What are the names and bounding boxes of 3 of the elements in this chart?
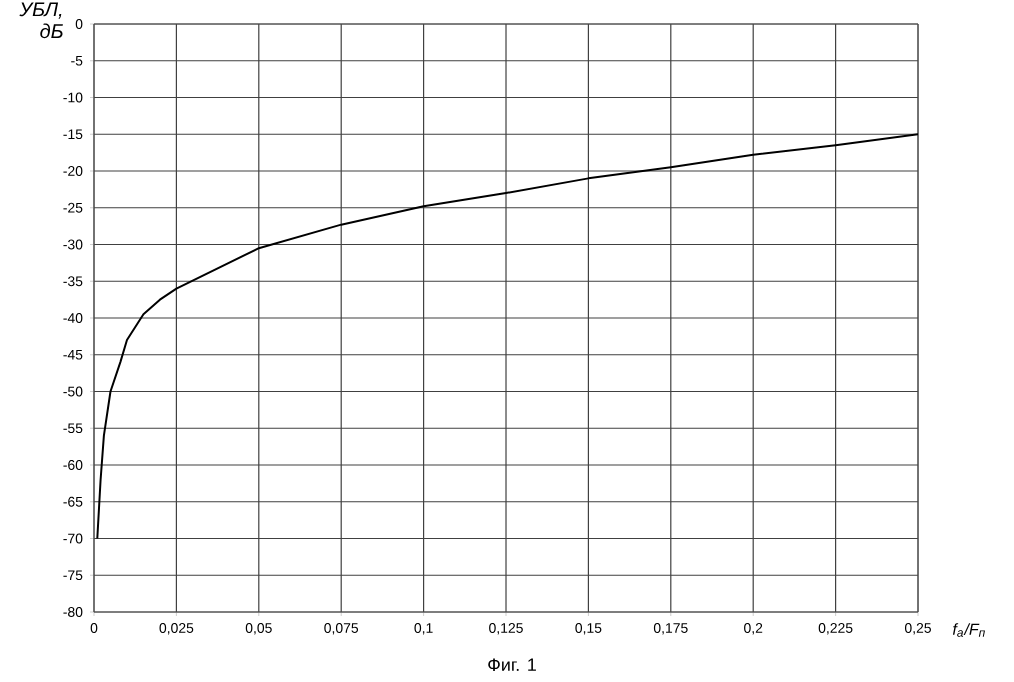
line-series — [96, 133, 919, 540]
text: Фиг. 1 — [488, 658, 536, 671]
y-axis-title: УБЛ, дБ — [19, 2, 63, 39]
